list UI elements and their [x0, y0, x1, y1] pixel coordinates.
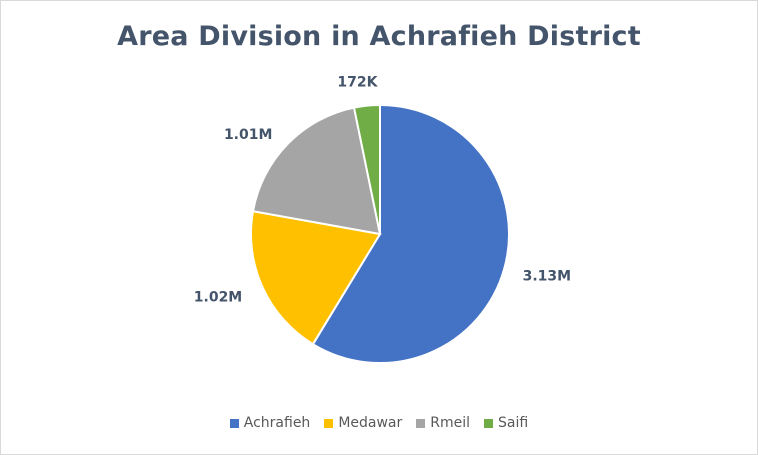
legend-item-saifi: Saifi: [484, 415, 528, 431]
legend-label: Saifi: [498, 415, 529, 431]
pie-slice-saifi: [352, 103, 381, 235]
data-label-achrafieh: 3.13M: [523, 268, 571, 284]
legend-label: Achrafieh: [243, 415, 311, 431]
data-label-medawar: 1.02M: [194, 289, 242, 305]
data-label-rmeil: 1.01M: [224, 127, 272, 143]
legend-label: Medawar: [338, 415, 403, 431]
legend-item-achrafieh: Achrafieh: [229, 415, 311, 431]
legend-item-medawar: Medawar: [324, 415, 402, 431]
pie-slice-rmeil: [251, 106, 382, 236]
data-label-saifi: 172K: [337, 74, 378, 90]
chart-legend: Achrafieh Medawar Rmeil Saifi: [1, 415, 757, 431]
pie-slice-medawar: [250, 210, 382, 346]
pie-data-labels: 3.13M 1.02M 1.01M 172K: [194, 74, 571, 305]
pie-slices: [250, 103, 510, 364]
pie-slice-achrafieh: [311, 103, 510, 364]
legend-swatch: [324, 418, 334, 428]
legend-swatch: [229, 418, 239, 428]
legend-swatch: [484, 418, 494, 428]
chart-title: Area Division in Achrafieh District: [117, 21, 641, 52]
legend-item-rmeil: Rmeil: [416, 415, 470, 431]
legend-label: Rmeil: [430, 415, 471, 431]
legend-swatch: [416, 418, 426, 428]
